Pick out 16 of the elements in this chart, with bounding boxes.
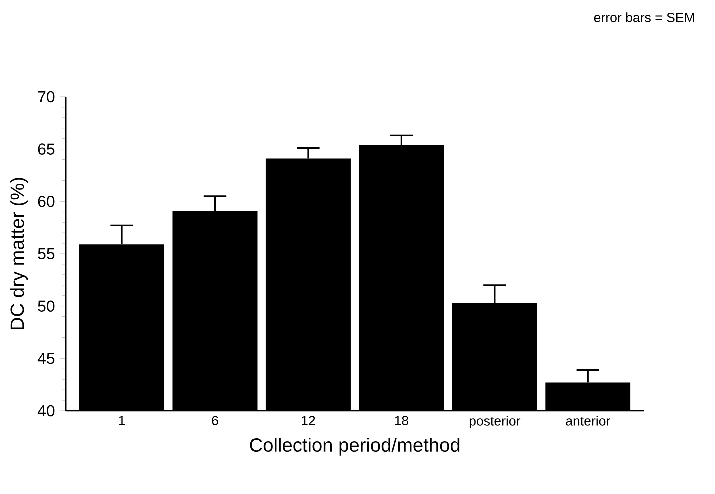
x-tick-label: posterior xyxy=(470,416,521,428)
y-tick-label: 50 xyxy=(38,300,55,312)
y-tick-label: 70 xyxy=(38,91,55,103)
x-tick-label: 6 xyxy=(212,416,218,426)
x-tick-label: anterior xyxy=(566,416,610,426)
y-tick-label: 60 xyxy=(38,196,55,208)
x-axis-title: Collection period/method xyxy=(250,438,460,456)
text: error bars = SEM xyxy=(594,12,694,22)
x-tick-label: 18 xyxy=(395,416,409,426)
x-tick-label: 12 xyxy=(302,416,316,426)
y-axis-title: DC dry matter (%) xyxy=(10,178,28,330)
y-tick-label: 65 xyxy=(38,144,55,155)
y-tick-label: 45 xyxy=(38,353,55,364)
y-tick-label: 55 xyxy=(38,248,55,260)
x-tick-label: 1 xyxy=(119,416,126,426)
y-tick-label: 40 xyxy=(38,405,55,417)
